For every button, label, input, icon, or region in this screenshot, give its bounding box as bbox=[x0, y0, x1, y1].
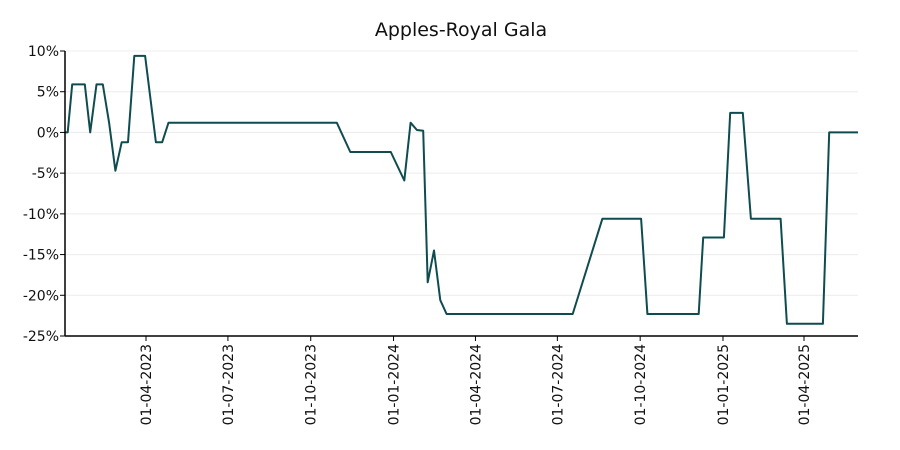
x-tick-label: 01-10-2024 bbox=[633, 344, 649, 425]
y-tick-label: -10% bbox=[23, 207, 59, 223]
x-tick-label: 01-01-2025 bbox=[716, 344, 732, 425]
x-tick-label: 01-10-2023 bbox=[304, 344, 320, 425]
x-tick-label: 01-04-2025 bbox=[797, 344, 813, 425]
series-layer bbox=[65, 54, 858, 325]
price-change-series-line bbox=[65, 54, 858, 325]
chart-title: Apples-Royal Gala bbox=[375, 19, 547, 41]
x-tick-label: 01-04-2024 bbox=[468, 344, 484, 425]
y-axis-ticks: 10% 5% 0% -5% -10% -15% -20% -25% bbox=[23, 44, 65, 345]
y-tick-label: 0% bbox=[37, 125, 59, 141]
y-tick-label: -25% bbox=[23, 329, 59, 345]
y-tick-label: 10% bbox=[28, 44, 59, 60]
y-tick-label: -20% bbox=[23, 288, 59, 304]
y-tick-label: -15% bbox=[23, 248, 59, 264]
x-tick-label: 01-04-2023 bbox=[139, 344, 155, 425]
x-tick-label: 01-01-2024 bbox=[387, 344, 403, 425]
gridlines bbox=[65, 50, 858, 337]
x-tick-label: 01-07-2023 bbox=[221, 344, 237, 425]
y-tick-label: 5% bbox=[37, 85, 59, 101]
x-tick-label: 01-07-2024 bbox=[550, 344, 566, 425]
x-axis-ticks: 01-04-2023 01-07-2023 01-10-2023 01-01-2024… bbox=[139, 336, 813, 425]
y-tick-label: -5% bbox=[32, 166, 59, 182]
